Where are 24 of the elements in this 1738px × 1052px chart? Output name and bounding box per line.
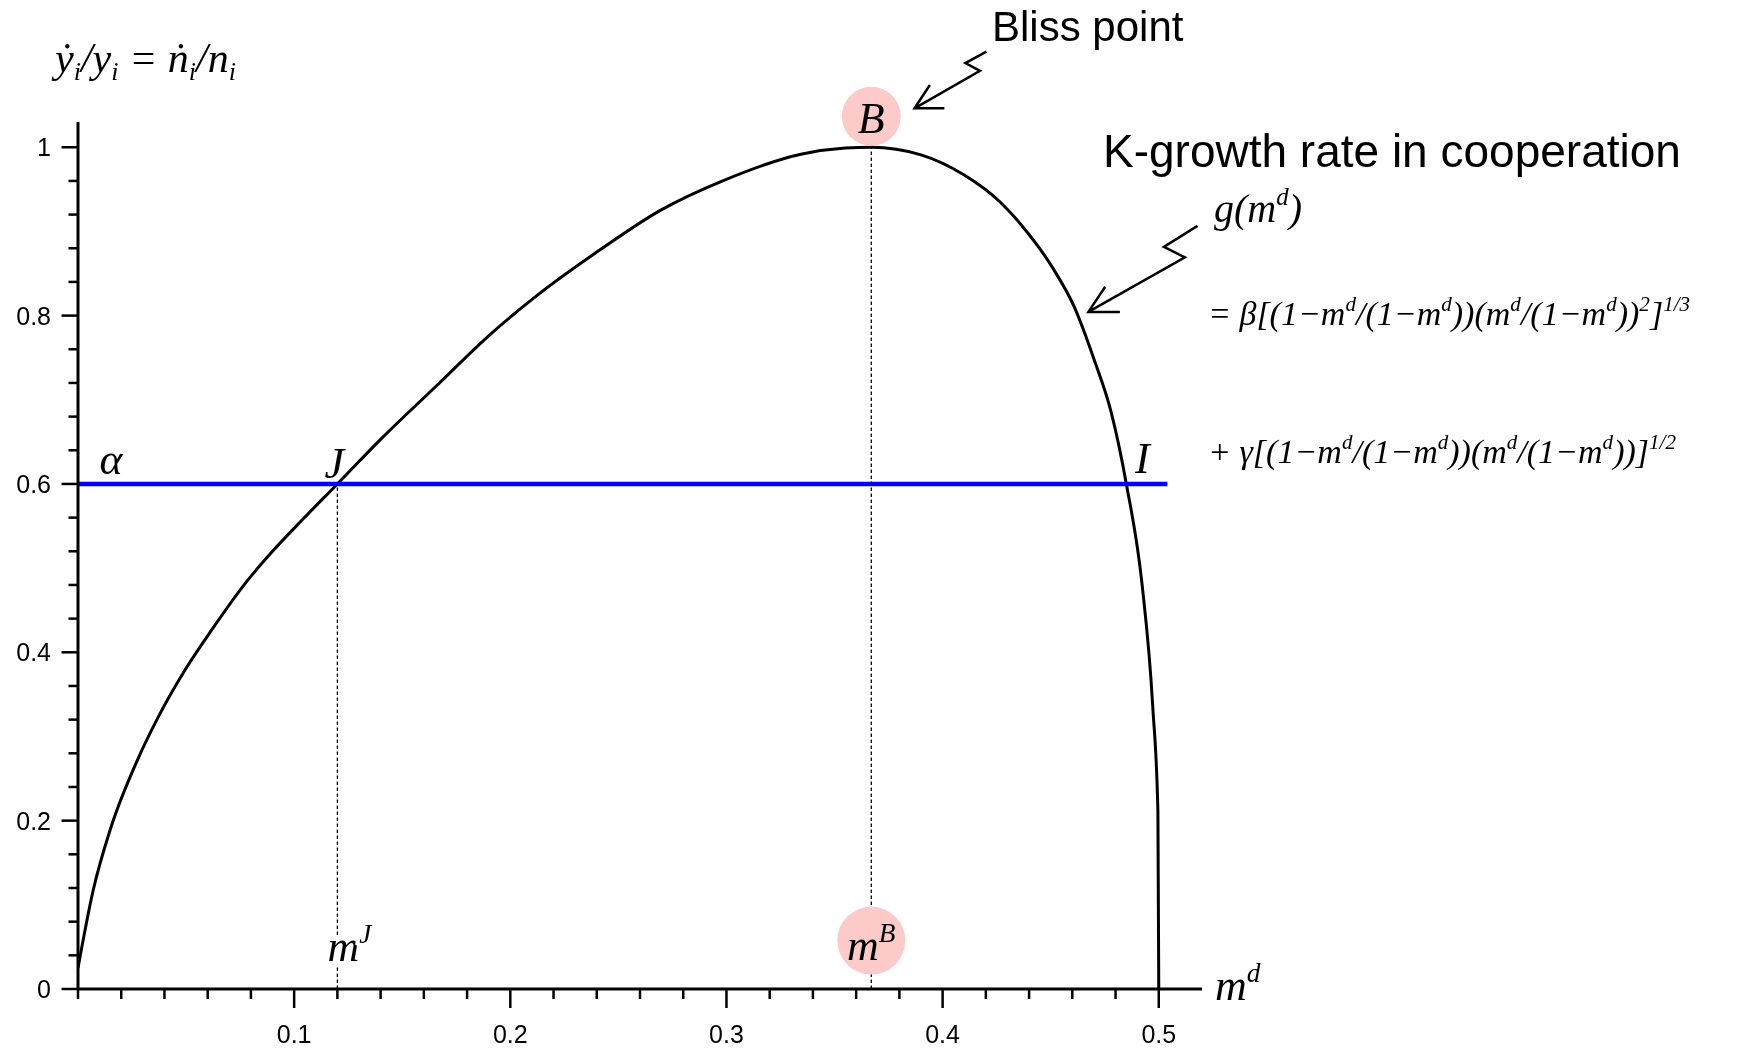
annotation: K-growth rate in cooperation: [1103, 125, 1681, 177]
text: = β[(1−m$^{d}$/(1−m$^{d}$))(m$^{d}$/(1−m$^{d}$))$^{2}$]$^{1/3}$: [1208, 291, 1691, 332]
x-tick-label: 0.4: [925, 1020, 961, 1048]
text: g(m$^{d}$): [1214, 183, 1302, 231]
annotation: J: [324, 438, 347, 488]
annotation: m$^{J}$: [327, 918, 374, 971]
annotation: B: [857, 94, 885, 144]
x-tick-label: 0.1: [276, 1020, 312, 1048]
text: + γ[(1−m$^{d}$/(1−m$^{d}$))(m$^{d}$/(1−m$^{d}$))]$^{1/2}$: [1208, 429, 1676, 470]
y-tick-label: 0.6: [16, 469, 51, 498]
annotation: I: [1134, 433, 1153, 483]
y-tick-label: 0: [37, 975, 51, 1003]
y-tick-label: 1: [37, 133, 51, 162]
text: Bliss point: [992, 3, 1184, 50]
x-axis-title: m$^{d}$: [1215, 957, 1261, 1010]
y-tick-label: 0.8: [16, 301, 51, 330]
x-tick-label: 0.3: [709, 1020, 744, 1048]
x-tick-label: 0.5: [1141, 1020, 1177, 1048]
x-tick-label: 0.2: [492, 1020, 528, 1048]
y-tick-label: 0.2: [16, 806, 51, 835]
series-label: α: [99, 434, 124, 484]
y-tick-label: 0.4: [16, 638, 52, 667]
y-axis-title: ẏ$_{i}$/y$_{i}$ = ṅ$_{i}$/n$_{i}$: [51, 35, 236, 87]
annotation: m$^{B}$: [847, 917, 896, 970]
